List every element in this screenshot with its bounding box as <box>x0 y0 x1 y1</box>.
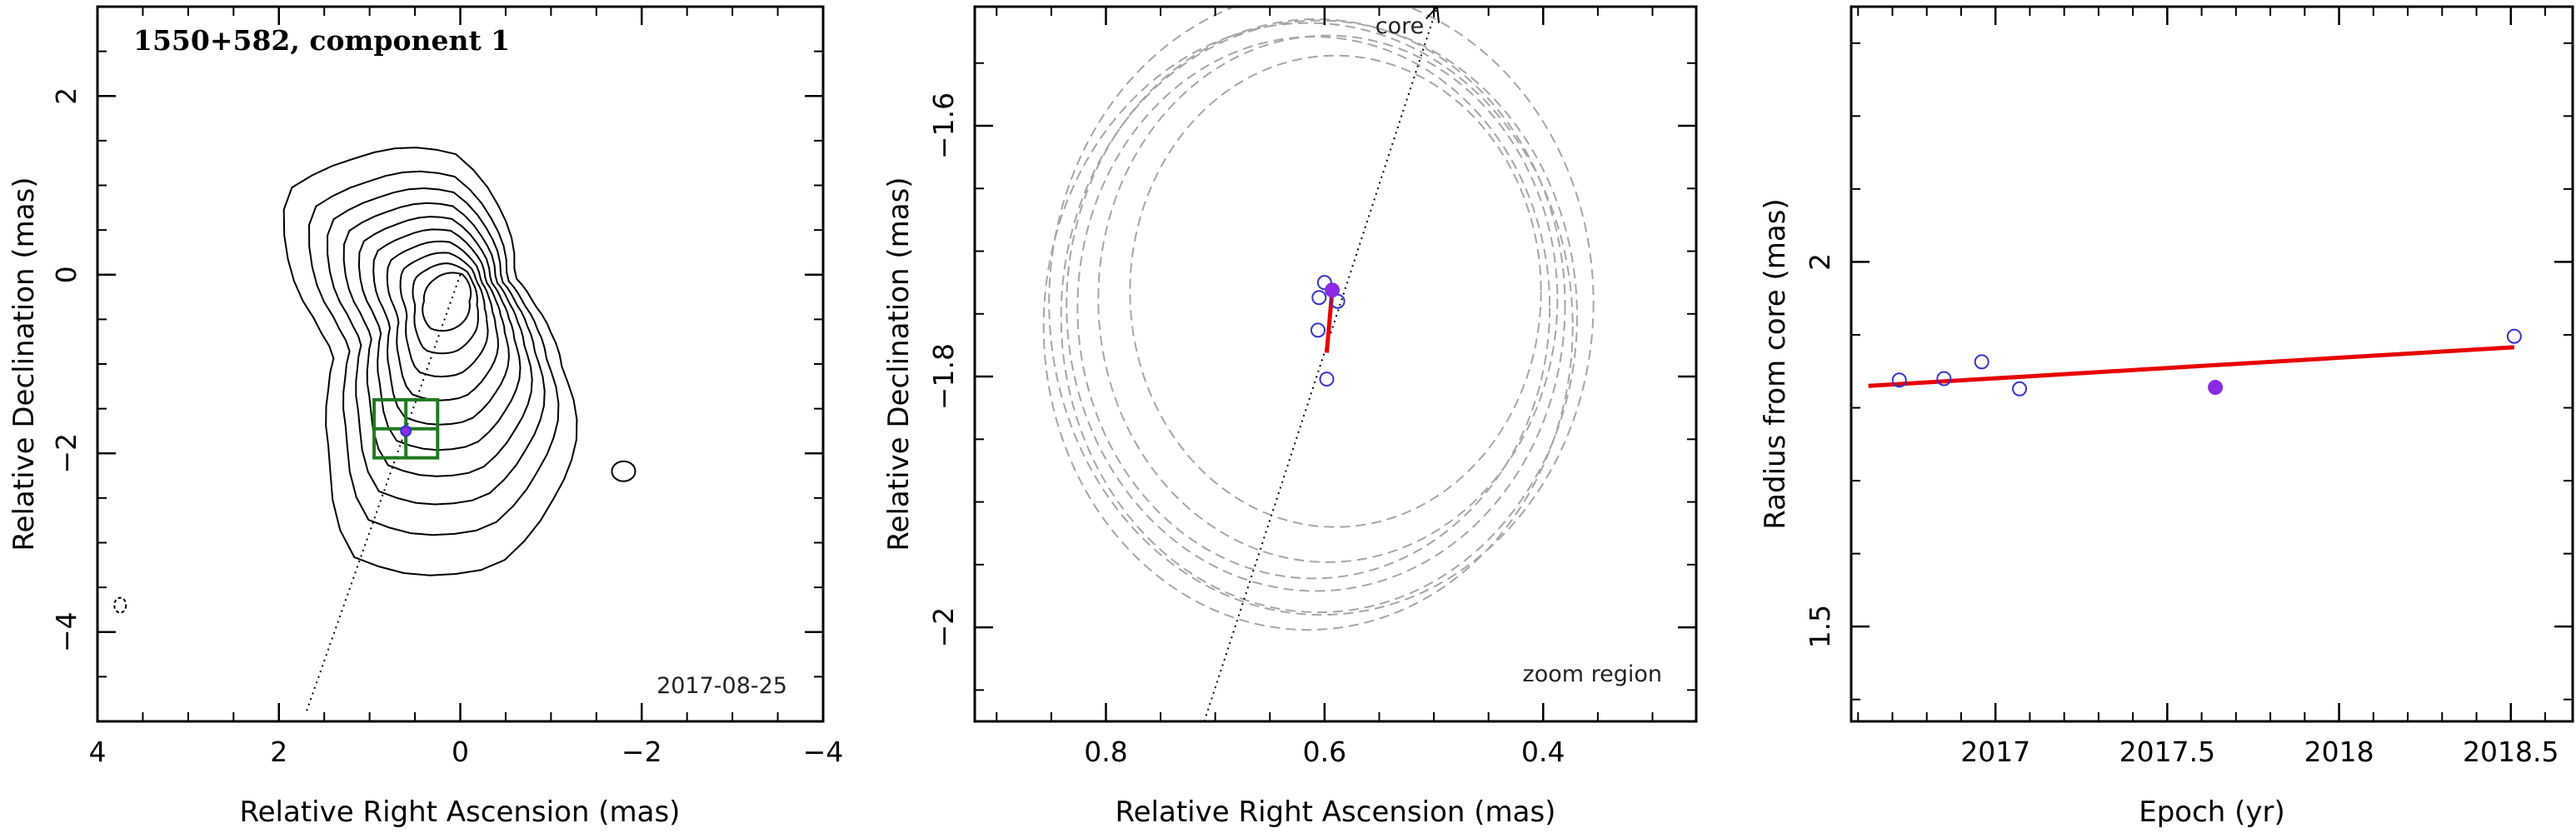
contour-level <box>327 187 546 506</box>
core-direction-line <box>305 274 462 713</box>
panel2-x-tick-label: 0.8 <box>1084 736 1127 768</box>
panel3-x-axis-label: Epoch (yr) <box>2139 796 2285 829</box>
panel3-x-tick-label: 2018.5 <box>2463 736 2559 768</box>
panel3-plot-area <box>1868 328 2522 397</box>
core-arrow-head <box>1425 7 1440 23</box>
panel1-title: 1550+582, component 1 <box>133 24 510 57</box>
panel1-y-axis-label: Relative Declination (mas) <box>7 177 41 551</box>
panel2-x-tick-label: 0.4 <box>1521 736 1565 768</box>
panel2-x-axis-label: Relative Right Ascension (mas) <box>1116 796 1556 829</box>
panel1-y-tick-label: −2 <box>50 433 82 474</box>
contour-level <box>307 170 560 536</box>
panel1-y-tick-label: 0 <box>50 266 82 283</box>
panel3-y-tick-label: 1.5 <box>1804 605 1836 648</box>
current-epoch-point <box>1325 282 1340 298</box>
isolated-contour <box>611 460 637 482</box>
panel1-x-axis-label: Relative Right Ascension (mas) <box>240 796 681 829</box>
panel-zoom: 0.8 0.6 0.4 −2 −1.8 −1.6 core zoom region Rel… <box>882 5 1698 829</box>
uncertainty-circle <box>1076 36 1551 580</box>
uncertainty-circle <box>1129 54 1542 528</box>
contour-level <box>386 240 499 402</box>
panel3-y-tick-label: 2 <box>1804 253 1836 271</box>
contour-level <box>342 202 533 477</box>
contour-level <box>282 147 578 576</box>
radius-point <box>1974 354 1989 370</box>
panel2-y-tick-label: −2 <box>927 607 960 648</box>
component-marker <box>400 425 412 437</box>
radius-point <box>1891 372 1907 388</box>
panel2-x-tick-label: 0.6 <box>1303 736 1346 768</box>
uncertainty-circle <box>1042 22 1574 631</box>
panel3-frame <box>1850 5 2574 723</box>
epoch-position-point <box>1311 290 1327 306</box>
current-epoch-radius-point <box>2208 380 2224 396</box>
panel3-y-axis-label: Radius from core (mas) <box>1759 198 1792 529</box>
panel1-x-tick-label: 4 <box>89 736 107 768</box>
contour-level <box>422 272 472 332</box>
panel2-y-axis-label: Relative Declination (mas) <box>882 177 916 551</box>
panel-radius-vs-epoch: 2017 2017.5 2018 2018.5 1.5 2 Epoch (yr) Radi… <box>1759 5 2574 829</box>
radius-point <box>2506 328 2522 344</box>
panel-contour-map: 4 2 0 −2 −4 −4 −2 0 2 1550+582, component 1 2017… <box>7 5 844 829</box>
contour-level <box>412 262 479 355</box>
uncertainty-circle <box>1048 7 1595 616</box>
panel3-x-tick-label: 2017.5 <box>2119 736 2215 768</box>
panel2-zoom-region-label: zoom region <box>1523 661 1662 687</box>
uncertainty-circle <box>1097 34 1559 563</box>
epoch-position-point <box>1310 322 1326 338</box>
panel1-x-tick-label: 0 <box>452 736 469 768</box>
radius-point <box>1936 371 1952 387</box>
negative-contour <box>113 596 127 614</box>
panel2-core-label: core <box>1375 13 1424 39</box>
panel1-frame <box>96 5 825 723</box>
panel1-date-label: 2017-08-25 <box>656 673 787 699</box>
contour-group <box>113 147 637 614</box>
radius-point <box>2012 381 2028 397</box>
panel1-x-tick-label: 2 <box>270 736 287 768</box>
panel1-plot-area <box>113 147 637 713</box>
panel2-frame <box>973 5 1698 723</box>
panel1-y-tick-label: −4 <box>50 611 82 652</box>
contour-level <box>372 228 510 426</box>
epoch-position-point <box>1319 372 1335 387</box>
panel2-y-tick-label: −1.8 <box>927 343 960 410</box>
radius-fit-line <box>1868 345 2515 388</box>
panel1-x-tick-label: −2 <box>622 736 662 768</box>
contour-level <box>399 252 489 378</box>
panel3-x-tick-label: 2018 <box>2304 736 2374 768</box>
panel2-y-tick-label: −1.6 <box>927 92 960 159</box>
uncertainty-circle <box>1066 18 1566 592</box>
panel2-plot-area <box>1042 7 1595 721</box>
panel1-axes-ticks: 4 2 0 −2 −4 −4 −2 0 2 <box>50 6 844 768</box>
panel2-axes-ticks: 0.8 0.6 0.4 −2 −1.8 −1.6 <box>927 7 1696 768</box>
uncertainty-circle <box>1060 19 1578 614</box>
contour-level <box>357 216 522 451</box>
panel1-y-tick-label: 2 <box>50 87 82 105</box>
panel1-x-tick-label: −4 <box>803 736 844 768</box>
epoch-position-point <box>1316 275 1332 291</box>
panel3-axes-ticks: 2017 2017.5 2018 2018.5 1.5 2 <box>1804 7 2573 768</box>
panel3-x-tick-label: 2017 <box>1960 736 2030 768</box>
